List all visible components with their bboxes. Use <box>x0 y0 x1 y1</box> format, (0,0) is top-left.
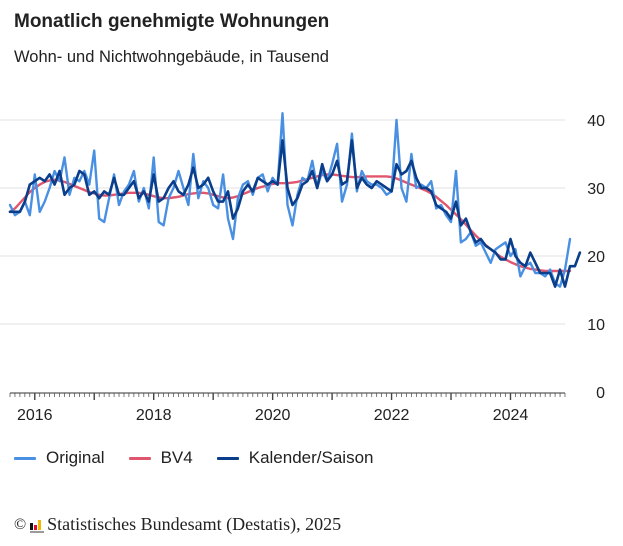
series-lines <box>8 111 582 288</box>
chart-subtitle: Wohn- und Nichtwohngebäude, in Tausend <box>14 48 329 66</box>
x-tick-label-2018: 2018 <box>136 407 172 424</box>
legend-label-kalender-saison: Kalender/Saison <box>248 448 374 467</box>
destatis-logo-icon <box>30 516 45 533</box>
legend-label-bv4: BV4 <box>160 448 193 467</box>
y-tick-label-10: 10 <box>587 317 605 334</box>
series-line-original <box>8 111 572 288</box>
chart-title: Monatlich genehmigte Wohnungen <box>14 11 330 32</box>
y-tick-label-40: 40 <box>587 113 605 130</box>
x-tick-label-2020: 2020 <box>255 407 291 424</box>
legend-item-bv4[interactable]: BV4 <box>128 448 193 468</box>
y-tick-label-30: 30 <box>587 181 605 198</box>
legend: Original BV4 Kalender/Saison <box>14 448 398 468</box>
y-tick-labels: 0 10 20 30 40 <box>587 113 605 402</box>
legend-swatch-bv4 <box>128 456 151 460</box>
x-tick-label-2024: 2024 <box>493 407 529 424</box>
y-tick-label-20: 20 <box>587 249 605 266</box>
x-tick-label-2022: 2022 <box>374 407 410 424</box>
copyright-icon: © <box>14 515 27 533</box>
source-text: Statistisches Bundesamt (Destatis), 2025 <box>47 514 342 534</box>
y-tick-label-0: 0 <box>596 385 605 402</box>
legend-item-kalender-saison[interactable]: Kalender/Saison <box>216 448 374 468</box>
line-chart: 0 10 20 30 40 2016 2018 2020 2022 2024 <box>0 111 605 424</box>
series-line-bv4 <box>8 173 572 273</box>
legend-label-original: Original <box>46 448 105 467</box>
gridlines <box>0 119 565 325</box>
source-footer: © Statistisches Bundesamt (Destatis), 20… <box>14 514 341 535</box>
x-tick-label-2016: 2016 <box>17 407 53 424</box>
x-axis: 2016 2018 2020 2022 2024 <box>9 392 566 424</box>
legend-swatch-original <box>14 456 36 460</box>
legend-item-original[interactable]: Original <box>14 448 105 468</box>
series-line-kalender-saison <box>8 139 582 288</box>
legend-swatch-kalender-saison <box>216 456 239 460</box>
